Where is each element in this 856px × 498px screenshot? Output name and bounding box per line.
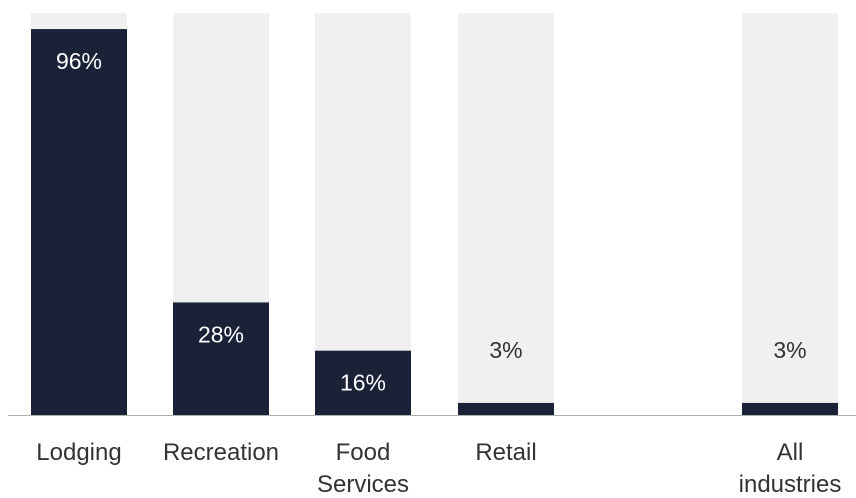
category-tick-label-line: All <box>777 439 804 466</box>
category-tick-label: Recreation <box>163 439 279 466</box>
category-tick-label-line: Retail <box>475 439 536 466</box>
category-tick-label-line: Recreation <box>163 439 279 466</box>
data-label: 3% <box>489 337 522 363</box>
bar <box>742 402 838 415</box>
category-tick-label-line: industries <box>739 471 842 498</box>
category-tick-label: Lodging <box>36 439 121 466</box>
category-tick-label: Food Services <box>317 439 409 498</box>
category-tick-label-line: Food <box>336 439 391 466</box>
category-tick-label-line: Services <box>317 471 409 498</box>
bar-background <box>742 13 838 415</box>
bar-background <box>315 13 411 415</box>
data-label: 3% <box>773 337 806 363</box>
bar <box>31 29 127 416</box>
bar <box>315 350 411 415</box>
category-tick-label: All industries <box>739 439 842 498</box>
bar <box>458 402 554 415</box>
data-label: 96% <box>56 48 102 74</box>
bar-background <box>458 13 554 415</box>
data-label: 16% <box>340 370 386 396</box>
data-label: 28% <box>198 321 244 347</box>
category-tick-label-line: Lodging <box>36 439 121 466</box>
bar <box>173 302 269 415</box>
category-tick-label: Retail <box>475 439 536 466</box>
